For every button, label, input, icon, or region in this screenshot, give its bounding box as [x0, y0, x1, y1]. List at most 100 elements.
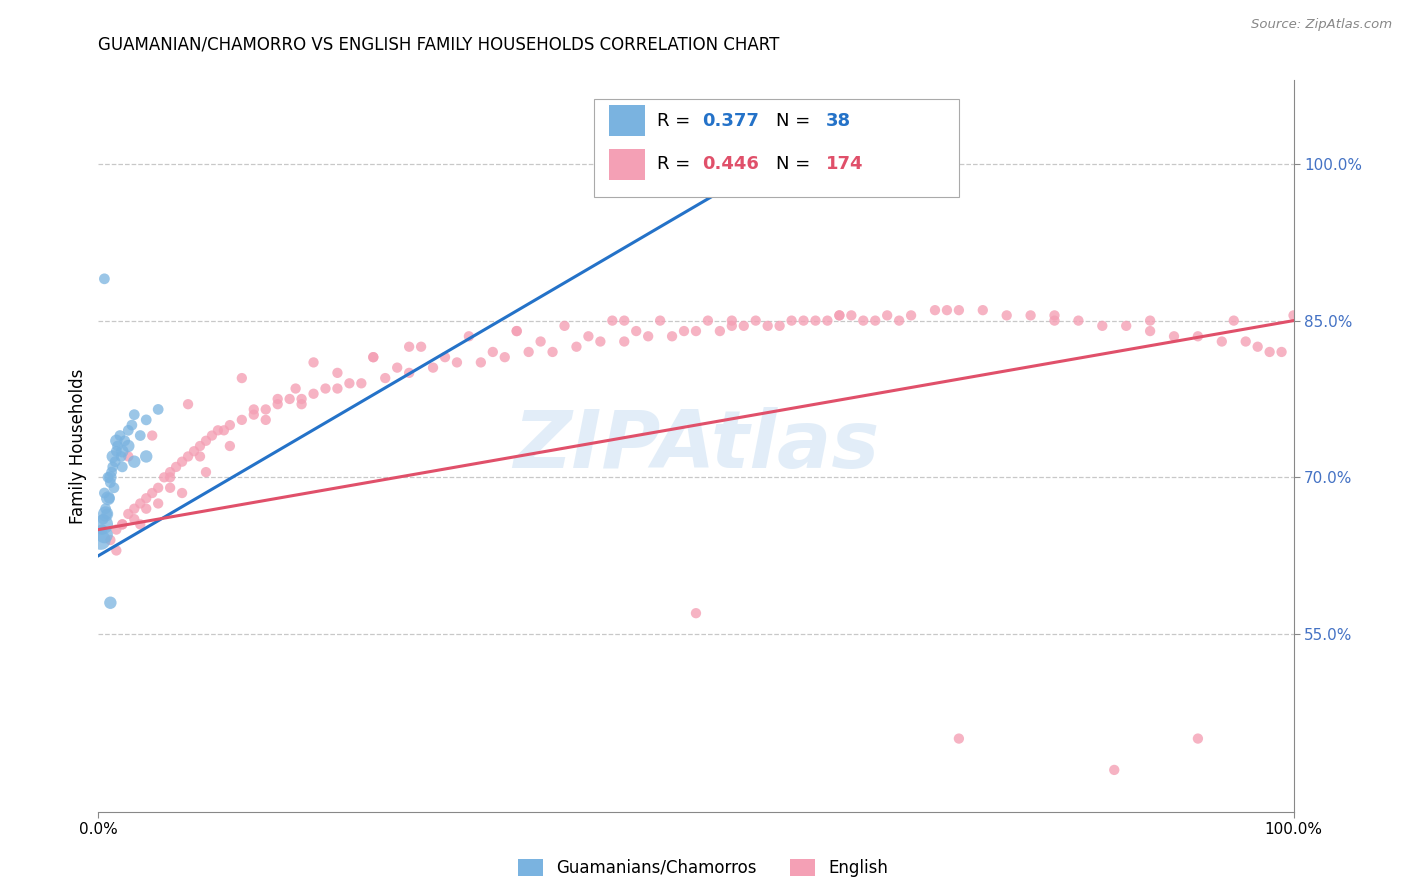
Point — [613, 334, 636, 349]
Point — [267, 397, 290, 411]
Point — [114, 434, 136, 448]
Point — [104, 455, 127, 469]
Point — [93, 272, 115, 286]
Point — [720, 313, 742, 327]
Text: 0.446: 0.446 — [702, 155, 759, 173]
Point — [685, 606, 707, 620]
Point — [626, 324, 648, 338]
Point — [124, 501, 146, 516]
Point — [1234, 334, 1257, 349]
Point — [411, 340, 433, 354]
Point — [135, 491, 157, 506]
Point — [841, 309, 863, 323]
Point — [101, 459, 124, 474]
Point — [815, 313, 838, 327]
Text: 0.377: 0.377 — [702, 112, 759, 129]
Point — [1043, 309, 1066, 323]
Point — [183, 444, 205, 458]
Point — [96, 507, 118, 521]
Point — [105, 434, 128, 448]
Point — [188, 439, 211, 453]
Point — [315, 382, 337, 396]
Point — [517, 345, 540, 359]
Point — [111, 459, 134, 474]
Point — [889, 313, 911, 327]
Point — [1163, 329, 1185, 343]
Point — [385, 360, 409, 375]
Text: Source: ZipAtlas.com: Source: ZipAtlas.com — [1251, 18, 1392, 31]
Point — [756, 318, 779, 333]
Point — [159, 481, 181, 495]
Text: N =: N = — [776, 112, 815, 129]
Point — [110, 450, 132, 464]
Point — [326, 382, 349, 396]
Point — [363, 350, 385, 364]
Point — [188, 450, 211, 464]
Point — [165, 459, 187, 474]
Text: N =: N = — [776, 155, 815, 173]
Point — [554, 318, 576, 333]
Point — [470, 355, 492, 369]
Point — [117, 439, 139, 453]
Point — [506, 324, 529, 338]
Text: 174: 174 — [827, 155, 863, 173]
Point — [141, 486, 163, 500]
Point — [1282, 309, 1305, 323]
Point — [124, 455, 146, 469]
Y-axis label: Family Households: Family Households — [69, 368, 87, 524]
Point — [207, 423, 229, 437]
Point — [91, 512, 114, 526]
Point — [231, 413, 253, 427]
Point — [91, 517, 114, 532]
Point — [924, 303, 946, 318]
Point — [129, 517, 152, 532]
Point — [422, 360, 444, 375]
Point — [828, 309, 851, 323]
Point — [576, 329, 599, 343]
Point — [159, 470, 181, 484]
Point — [1187, 329, 1209, 343]
Point — [852, 313, 875, 327]
Point — [1187, 731, 1209, 746]
Point — [661, 329, 683, 343]
Point — [267, 392, 290, 406]
Point — [565, 340, 588, 354]
Point — [101, 450, 124, 464]
Point — [685, 324, 707, 338]
Point — [94, 507, 117, 521]
Point — [129, 496, 152, 510]
Point — [254, 402, 277, 417]
Point — [363, 350, 385, 364]
Point — [97, 491, 120, 506]
Point — [673, 324, 696, 338]
Point — [111, 517, 134, 532]
Point — [93, 528, 115, 542]
Point — [93, 486, 115, 500]
Point — [768, 318, 790, 333]
Point — [117, 507, 139, 521]
Point — [1102, 763, 1125, 777]
Point — [159, 465, 181, 479]
Legend: Guamanians/Chamorros, English: Guamanians/Chamorros, English — [512, 852, 894, 884]
Point — [457, 329, 479, 343]
Point — [589, 334, 612, 349]
Point — [231, 371, 253, 385]
Point — [108, 428, 131, 442]
Point — [1043, 313, 1066, 327]
Point — [339, 376, 360, 391]
Point — [98, 475, 122, 490]
Point — [284, 382, 307, 396]
Point — [111, 444, 134, 458]
Point — [709, 324, 731, 338]
Point — [103, 481, 125, 495]
Text: R =: R = — [657, 155, 696, 173]
Point — [446, 355, 468, 369]
Point — [172, 455, 194, 469]
Point — [948, 731, 970, 746]
Point — [121, 418, 143, 433]
Point — [135, 501, 157, 516]
Point — [105, 444, 128, 458]
Point — [506, 324, 529, 338]
Point — [148, 496, 170, 510]
Point — [398, 340, 420, 354]
